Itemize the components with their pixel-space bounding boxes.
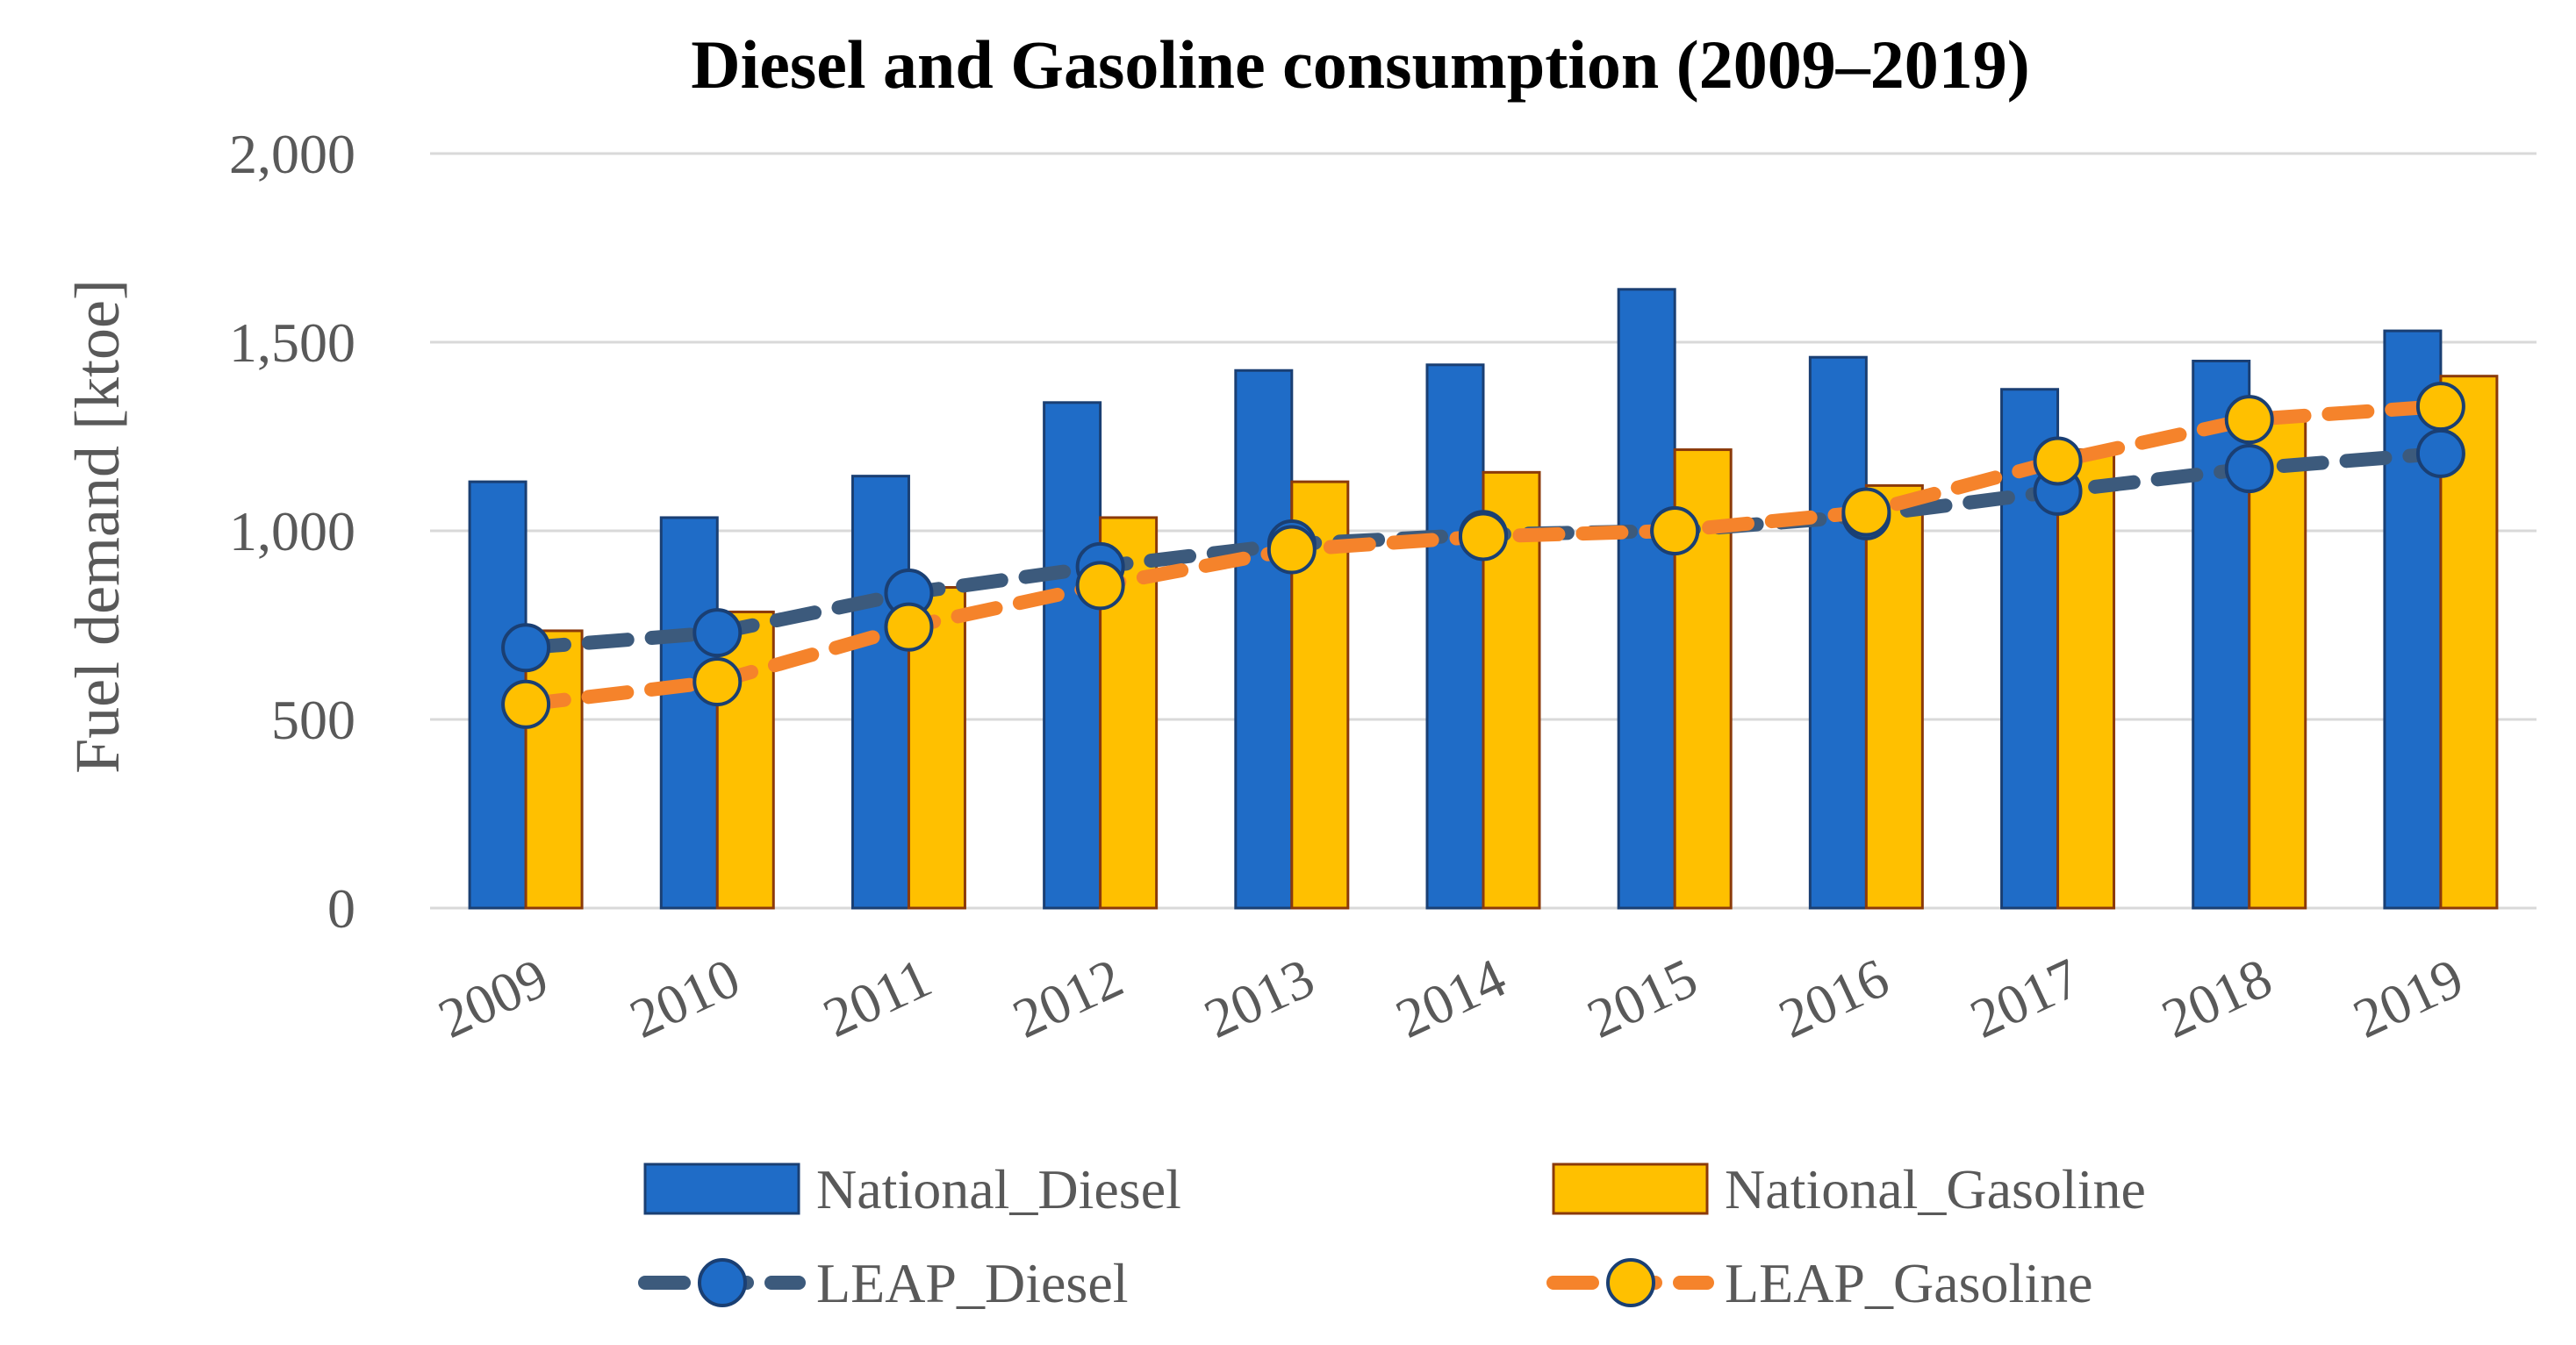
bar-national-diesel (1808, 355, 1868, 910)
marker-leap-gasoline (1841, 487, 1891, 537)
marker-leap-gasoline (692, 657, 743, 706)
legend-marker-leap-gasoline (1606, 1258, 1655, 1307)
marker-leap-gasoline (501, 679, 551, 729)
x-tick-label: 2010 (621, 946, 749, 1049)
bar-national-gasoline (524, 629, 584, 910)
marker-leap-gasoline (1266, 525, 1317, 575)
x-tick-label: 2016 (1769, 946, 1898, 1049)
y-tick-label: 2,000 (229, 123, 355, 185)
bar-national-gasoline (1864, 483, 1924, 910)
marker-leap-gasoline (1075, 561, 1125, 611)
marker-leap-gasoline (1459, 512, 1508, 562)
marker-leap-gasoline (1650, 506, 1700, 555)
bar-national-gasoline (2439, 375, 2499, 910)
marker-leap-diesel (2224, 444, 2274, 494)
bar-national-diesel (1425, 363, 1485, 910)
legend: National_Diesel National_Gasoline LEAP_Die… (638, 1158, 2146, 1314)
y-tick-label: 1,000 (229, 500, 355, 562)
legend-swatch-national-diesel (643, 1163, 800, 1215)
marker-leap-gasoline (2415, 382, 2465, 432)
x-tick-label: 2014 (1387, 946, 1515, 1049)
x-tick-label: 2015 (1578, 946, 1706, 1049)
legend-label: National_Diesel (816, 1158, 1181, 1220)
bar-national-diesel (1234, 368, 1294, 910)
x-tick-label: 2009 (429, 946, 557, 1049)
bar-national-gasoline (2056, 448, 2116, 910)
bar-national-gasoline (715, 610, 775, 910)
legend-label: LEAP_Gasoline (1725, 1252, 2093, 1314)
x-tick-label: 2019 (2344, 946, 2472, 1049)
y-tick-label: 0 (327, 877, 355, 940)
x-tick-label: 2018 (2153, 946, 2281, 1049)
x-tick-label: 2017 (1961, 946, 2089, 1049)
bars (468, 288, 2499, 910)
bar-national-diesel (2192, 360, 2251, 910)
bar-national-diesel (850, 475, 910, 910)
x-axis-ticks: 2009 2010 2011 2012 2013 2014 2015 2016 2017 2018… (429, 946, 2472, 1049)
marker-leap-gasoline (2033, 436, 2083, 486)
marker-leap-diesel (2415, 428, 2465, 478)
bar-national-gasoline (2248, 412, 2307, 910)
x-tick-label: 2013 (1195, 946, 1324, 1049)
y-tick-label: 500 (271, 689, 355, 751)
bar-national-diesel (659, 516, 719, 910)
bar-national-diesel (1043, 401, 1102, 910)
legend-label: National_Gasoline (1725, 1158, 2146, 1220)
x-tick-label: 2012 (1004, 946, 1132, 1049)
legend-swatch-national-gasoline (1552, 1163, 1709, 1215)
y-axis-label: Fuel demand [ktoe] (62, 279, 133, 774)
y-tick-label: 1,500 (229, 311, 355, 374)
legend-marker-leap-diesel (698, 1258, 747, 1307)
lines (501, 382, 2465, 729)
x-tick-label: 2011 (814, 946, 941, 1048)
bar-national-diesel (1617, 288, 1676, 910)
marker-leap-diesel (692, 608, 743, 658)
marker-leap-gasoline (884, 602, 934, 652)
marker-leap-diesel (501, 623, 551, 673)
chart-title: Diesel and Gasoline consumption (2009–20… (691, 26, 2029, 103)
y-axis-ticks: 0 500 1,000 1,500 2,000 (229, 123, 355, 940)
legend-label: LEAP_Diesel (816, 1252, 1129, 1314)
marker-leap-gasoline (2224, 395, 2274, 445)
